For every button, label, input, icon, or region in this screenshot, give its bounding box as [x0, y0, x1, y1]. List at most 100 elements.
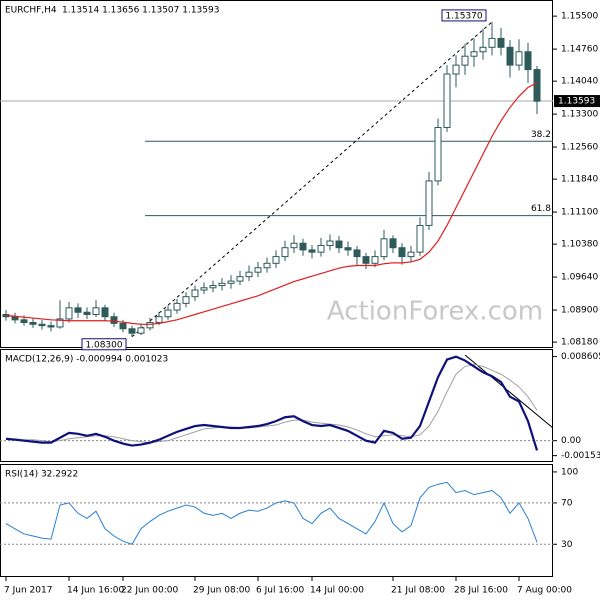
candle-body	[452, 64, 460, 75]
y-tick-label: 1.08900	[561, 306, 598, 316]
candle-body	[155, 316, 163, 324]
candle-body	[11, 316, 19, 321]
candle-body	[488, 37, 496, 48]
fib-label: 38.2	[531, 130, 551, 140]
candle-body	[317, 244, 325, 253]
macd-trend-line	[464, 354, 554, 429]
annotation: 1.08300	[85, 340, 122, 350]
candle-body	[326, 240, 334, 246]
y-tick-label: 1.11840	[561, 175, 598, 185]
candle-body	[263, 262, 271, 269]
x-tick-label: 28 Jul 16:00	[454, 586, 508, 596]
y-tick-label: 1.14760	[561, 45, 598, 55]
candle-body	[164, 309, 172, 318]
x-tick-label: 22 Jun 00:00	[121, 586, 178, 596]
candle-body	[254, 267, 262, 273]
candle-body	[110, 316, 118, 324]
y-tick-label: 1.11100	[561, 208, 598, 218]
candle-body	[191, 289, 199, 298]
candle-body	[245, 271, 253, 278]
moving-average	[5, 82, 538, 325]
candle-body	[308, 249, 316, 253]
candle-body	[128, 328, 136, 334]
x-tick-label: 7 Aug 00:00	[517, 586, 572, 596]
candle-body	[425, 180, 433, 226]
candle-body	[20, 319, 28, 324]
candle-body	[380, 238, 388, 258]
x-tick-label: 14 Jul 00:00	[310, 586, 364, 596]
candle-body	[47, 325, 55, 328]
x-tick-label: 29 Jun 08:00	[193, 586, 250, 596]
subtitle: 1.13514 1.13656 1.13507 1.13593	[62, 6, 219, 16]
candle-body	[200, 287, 208, 291]
candle-body	[443, 73, 451, 128]
watermark: ActionForex.com	[327, 297, 543, 327]
y-tick-label: 1.10380	[561, 240, 598, 250]
candle-body	[92, 307, 100, 315]
y-tick-label: 100	[561, 467, 578, 477]
candle-body	[209, 285, 217, 289]
candle-body	[389, 238, 397, 249]
candle-body	[299, 242, 307, 251]
x-tick-label: 7 Jun 2017	[4, 586, 52, 596]
y-tick-label: 0.00	[561, 436, 581, 446]
candle-body	[29, 322, 37, 325]
annotation-box	[441, 9, 487, 22]
main-frame	[0, 0, 553, 348]
y-tick-label: 70	[561, 498, 573, 508]
candle-body	[137, 327, 145, 334]
panel-title: MACD(12,26,9) -0.000994 0.001023	[5, 355, 168, 365]
y-tick-label: 1.09640	[561, 273, 598, 283]
x-tick-label: 14 Jun 16:00	[67, 586, 124, 596]
candle-body	[515, 51, 523, 66]
rsi-line	[5, 481, 538, 545]
candle-body	[272, 256, 280, 264]
y-tick-label: 1.13300	[561, 110, 598, 120]
candle-body	[344, 247, 352, 251]
macd-frame	[0, 349, 553, 462]
candle-body	[56, 318, 64, 328]
x-tick-label: 21 Jul 08:00	[391, 586, 445, 596]
fib-label: 61.8	[531, 204, 551, 214]
candle-body	[497, 37, 505, 48]
candle-body	[353, 249, 361, 258]
candle-body	[479, 46, 487, 53]
y-tick-label: 1.15500	[561, 12, 598, 22]
candle-body	[434, 126, 442, 182]
candle-body	[524, 51, 532, 71]
candle-body	[371, 256, 379, 264]
signal-line	[6, 363, 538, 444]
candle-body	[407, 251, 415, 258]
annotation-box	[81, 338, 127, 351]
candle-body	[227, 280, 235, 284]
x-tick-label: 6 Jul 16:00	[256, 586, 305, 596]
candle-body	[65, 307, 73, 320]
candle-body	[506, 46, 514, 66]
y-tick-label: -0.001531	[561, 451, 600, 461]
y-tick-label: 30	[561, 540, 573, 550]
candle-body	[38, 323, 46, 327]
macd-line	[5, 355, 539, 451]
price-box	[554, 95, 600, 108]
panel-title: RSI(14) 32.2922	[5, 470, 78, 480]
annotation: 1.15370	[445, 11, 482, 21]
candle-body	[83, 311, 91, 315]
candle-body	[290, 242, 298, 249]
panel-title: EURCHF,H4	[5, 6, 57, 16]
trend-line	[131, 21, 493, 338]
candle-body	[416, 224, 424, 253]
candle-body	[74, 307, 82, 313]
candle-body	[173, 302, 181, 311]
candle-body	[218, 282, 226, 287]
rsi-frame	[0, 464, 553, 577]
price-label: 1.13593	[558, 97, 595, 107]
y-tick-label: 1.08180	[561, 338, 598, 348]
candle-body	[119, 322, 127, 330]
candle-body	[398, 247, 406, 258]
candle-body	[146, 322, 154, 329]
candle-body	[461, 55, 469, 66]
candle-body	[182, 296, 190, 304]
candle-body	[362, 256, 370, 264]
candle-body	[470, 51, 478, 57]
